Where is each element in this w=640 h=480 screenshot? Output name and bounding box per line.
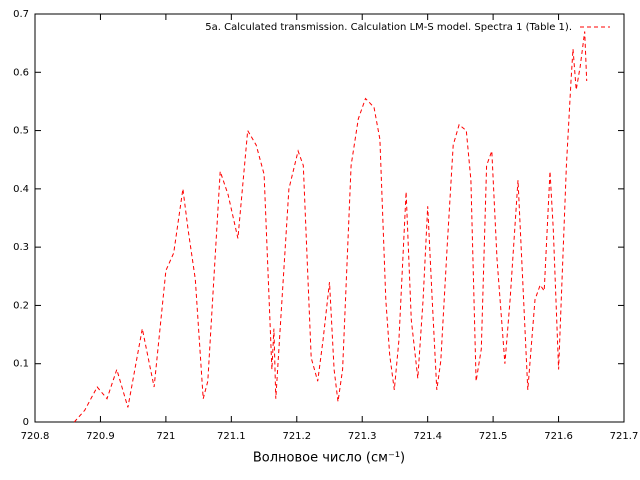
y-tick-label: 0.7 [13,9,29,20]
x-tick-label: 720.9 [86,431,115,442]
y-tick-label: 0.3 [13,242,29,253]
x-tick-label: 721 [156,431,175,442]
data-line [73,31,588,423]
x-tick-label: 721.4 [413,431,442,442]
y-tick-label: 0.5 [13,126,29,137]
y-tick-label: 0.6 [13,67,29,78]
x-tick-label: 721.3 [348,431,377,442]
x-tick-label: 721.2 [282,431,311,442]
x-tick-label: 721.6 [544,431,573,442]
x-tick-label: 721.1 [217,431,246,442]
y-tick-label: 0.2 [13,300,29,311]
plot-frame [34,13,625,423]
legend-label: 5a. Calculated transmission. Calculation… [205,22,572,33]
x-tick-label: 721.5 [479,431,508,442]
y-tick-label: 0.1 [13,359,29,370]
y-tick-label: 0.4 [13,184,29,195]
x-axis-label: Волновое число (см⁻¹) [253,451,405,466]
x-tick-label: 720.8 [21,431,50,442]
y-tick-label: 0 [23,417,29,428]
x-tick-label: 721.7 [610,431,639,442]
